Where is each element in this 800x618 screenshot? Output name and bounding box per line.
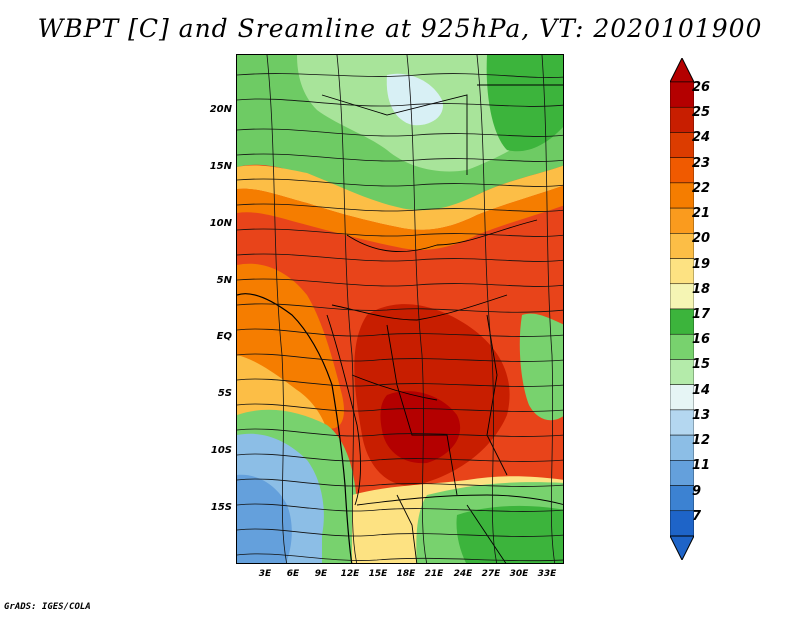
region-north-blue [386, 73, 443, 126]
colorbar-label: 20 [692, 231, 711, 247]
x-tick-label: 27E [481, 569, 501, 579]
y-tick-label: 5N [216, 275, 232, 286]
colorbar-swatch [670, 460, 694, 486]
colorbar-label: 24 [692, 130, 711, 146]
x-tick-label: 15E [368, 569, 388, 579]
colorbar [670, 58, 694, 560]
colorbar-label: 13 [692, 407, 711, 423]
x-tick-label: 21E [424, 569, 444, 579]
colorbar-top-arrow [670, 58, 694, 83]
colorbar-swatch [670, 434, 694, 461]
map-panel [236, 54, 564, 564]
colorbar-swatch [670, 510, 694, 537]
colorbar-label: 11 [692, 458, 711, 474]
colorbar-label: 26 [692, 80, 711, 95]
streamlines [237, 55, 563, 563]
colorbar-swatch [670, 233, 694, 259]
x-tick-label: 18E [396, 569, 416, 579]
y-tick-label: 10S [210, 445, 232, 456]
region-south-darkgreen [456, 505, 563, 563]
colorbar-swatch [670, 106, 694, 133]
y-tick-label: EQ [216, 331, 232, 342]
region-northeast-green [486, 55, 563, 152]
x-tick-label: 24E [453, 569, 473, 579]
region-east-green [519, 313, 563, 421]
country-borders [321, 84, 563, 563]
colorbar-swatch [670, 132, 694, 158]
region-north-orange-band [237, 185, 563, 250]
colorbar-swatch [670, 258, 694, 285]
colorbar-swatch [670, 207, 694, 234]
colorbar-label: 9 [692, 483, 702, 499]
colorbar-swatch [670, 409, 694, 436]
colorbar-label: 16 [692, 332, 711, 348]
colorbar-swatch [670, 182, 694, 209]
colorbar-label: 12 [692, 433, 711, 449]
y-tick-label: 5S [217, 388, 232, 399]
colorbar-swatch [670, 283, 694, 310]
x-tick-label: 3E [258, 569, 272, 579]
colorbar-bottom-arrow [670, 535, 694, 560]
chart-title: WBPT [C] and Sreamline at 925hPa, VT: 20… [37, 14, 763, 43]
y-tick-label: 15N [209, 161, 232, 172]
colorbar-label: 21 [692, 206, 711, 222]
x-tick-label: 12E [340, 569, 360, 579]
colorbar-label: 25 [692, 105, 711, 121]
colorbar-label: 19 [692, 256, 711, 272]
colorbar-label: 15 [692, 357, 711, 373]
y-tick-label: 20N [209, 104, 232, 115]
colorbar-label: 17 [692, 307, 711, 322]
y-tick-label: 15S [210, 502, 232, 513]
colorbar-swatch [670, 81, 694, 108]
x-tick-label: 30E [509, 569, 529, 579]
colorbar-swatch [670, 157, 694, 184]
colorbar-label: 14 [692, 382, 711, 398]
footer-credit: GrADS: IGES/COLA [4, 602, 91, 612]
x-tick-label: 6E [286, 569, 300, 579]
colorbar-label: 18 [692, 281, 711, 297]
colorbar-swatch [670, 359, 694, 385]
y-tick-label: 10N [209, 218, 232, 229]
map-field-svg [237, 55, 563, 563]
x-tick-label: 9E [314, 569, 328, 579]
colorbar-label: 7 [692, 508, 702, 524]
colorbar-swatch [670, 333, 694, 360]
colorbar-swatch [670, 384, 694, 411]
x-tick-label: 33E [537, 569, 557, 579]
colorbar-label: 23 [692, 155, 711, 171]
colorbar-swatch [670, 485, 694, 512]
colorbar-swatch [670, 308, 694, 335]
colorbar-label: 22 [692, 180, 711, 196]
region-southwest-deepblue [237, 474, 292, 563]
